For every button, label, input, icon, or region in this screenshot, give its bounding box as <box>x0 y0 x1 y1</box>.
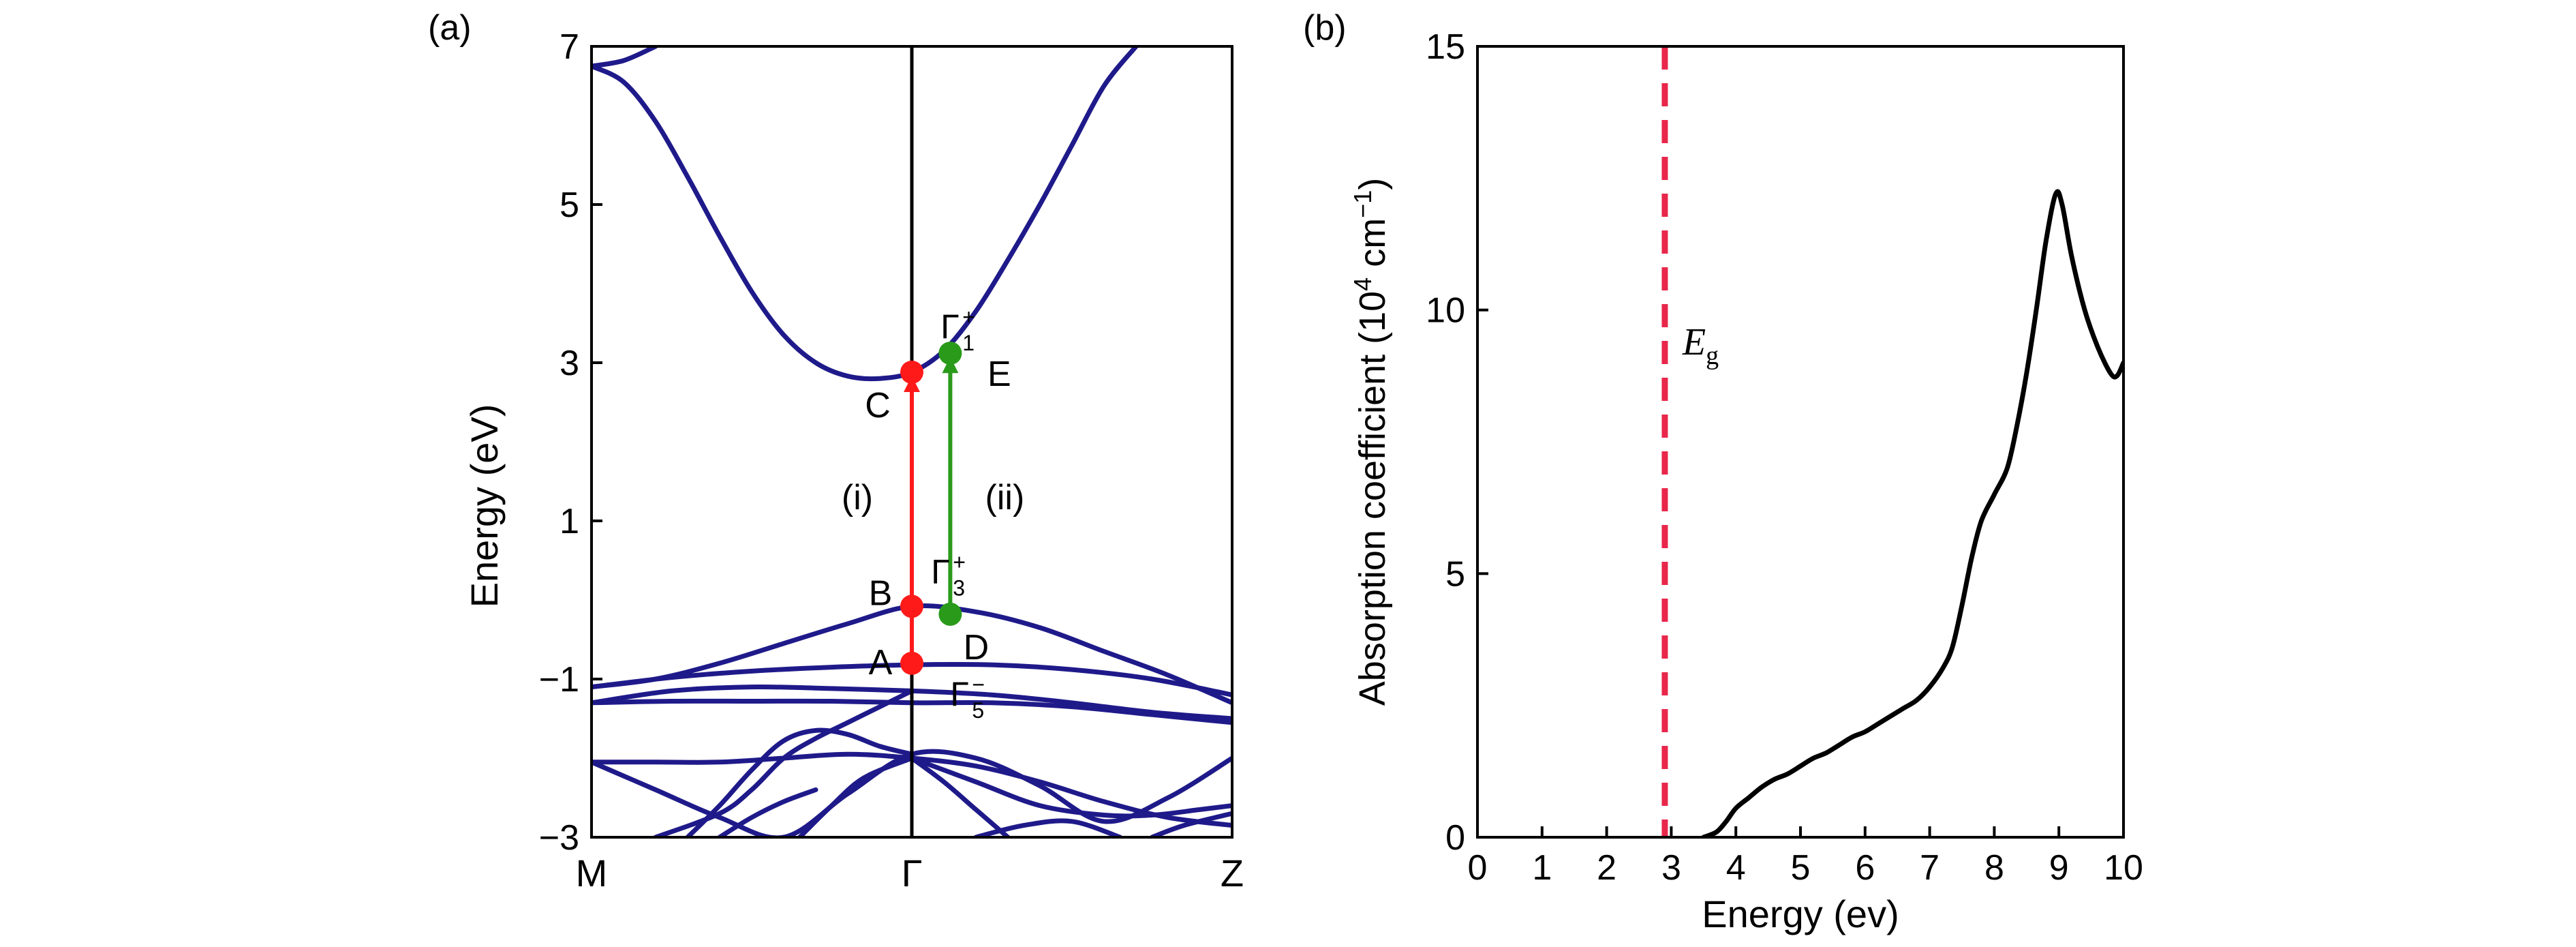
k-point-label-e: E <box>987 355 1011 394</box>
symmetry-sub-2: 5 <box>972 698 984 723</box>
band-line-12 <box>909 755 1011 837</box>
band-line-14 <box>973 818 1122 837</box>
symmetry-sup-1: + <box>953 550 966 574</box>
symmetry-label-0: Γ +1 <box>940 305 975 355</box>
x-tick-label-b-6: 6 <box>1855 848 1875 888</box>
k-point-d <box>938 602 962 626</box>
band-line-0 <box>592 46 1139 382</box>
symmetry-label-1: Γ +3 <box>931 550 966 600</box>
k-point-e <box>938 342 962 365</box>
x-tick-label-a-0: M <box>576 852 608 895</box>
x-tick-label-b-1: 1 <box>1532 848 1552 888</box>
k-point-label-d: D <box>964 628 990 667</box>
x-tick-label-b-5: 5 <box>1791 848 1811 888</box>
band-line-15 <box>1150 811 1232 837</box>
absorption-curve <box>1701 189 2123 837</box>
x-tick-label-b-8: 8 <box>1984 848 2004 888</box>
k-point-a <box>900 651 923 675</box>
y-axis-label-b-unit: cm <box>1352 218 1393 277</box>
k-point-label-a: A <box>869 643 893 682</box>
k-point-label-b: B <box>869 573 893 613</box>
y-tick-label-b-0: 0 <box>1445 818 1465 858</box>
band-line-1 <box>592 46 658 69</box>
symmetry-sup-2: − <box>972 672 985 697</box>
bandgap-label-base: E <box>1682 321 1706 363</box>
band-line-13 <box>909 755 1232 819</box>
y-axis-label-b-main: Absorption coefficient (10 <box>1352 291 1393 706</box>
x-axis-label-b: Energy (ev) <box>1702 892 1899 935</box>
band-line-8 <box>653 688 915 837</box>
absorption-curve-group <box>1701 189 2123 837</box>
symmetry-sub-0: 1 <box>962 331 975 355</box>
y-tick-label-b-3: 15 <box>1426 27 1465 67</box>
band-line-11 <box>797 755 915 837</box>
absorption-panel: (b) Absorption coefficient (104 cm−1) Eg… <box>1303 8 2143 935</box>
y-tick-label-a-1: −1 <box>539 660 579 700</box>
bandgap-marker: Eg <box>1661 46 1719 837</box>
symmetry-base-2: Γ <box>950 675 969 713</box>
y-tick-label-a-5: 7 <box>559 27 579 67</box>
transition-label-1: (ii) <box>985 478 1025 517</box>
x-ticks-b: 0 1 2 3 4 5 6 7 8 9 10 <box>1468 826 2143 888</box>
band-line-9 <box>685 727 915 837</box>
y-ticks-b: 0 5 10 15 <box>1426 27 1488 858</box>
k-point-label-c: C <box>865 386 891 425</box>
y-tick-label-a-2: 1 <box>559 502 579 541</box>
symmetry-labels: Γ +1Γ +3Γ −5 <box>931 305 985 723</box>
y-tick-label-b-1: 5 <box>1445 554 1465 594</box>
x-tick-label-b-7: 7 <box>1920 848 1939 888</box>
panel-label-b: (b) <box>1303 8 1347 48</box>
y-axis-label-b: Absorption coefficient (104 cm−1) <box>1349 178 1393 706</box>
x-tick-label-b-3: 3 <box>1661 848 1681 888</box>
symmetry-base-1: Γ <box>931 552 950 590</box>
y-tick-label-a-0: −3 <box>539 818 579 858</box>
symmetry-sub-1: 3 <box>953 575 965 600</box>
y-axis-label-b-close: ) <box>1352 178 1393 190</box>
y-axis-label-b-unit-sup: −1 <box>1349 190 1377 218</box>
x-tick-label-b-4: 4 <box>1726 848 1746 888</box>
x-tick-label-b-2: 2 <box>1597 848 1616 888</box>
y-axis-label-b-sup: 4 <box>1349 277 1377 291</box>
x-tick-label-a-1: Γ <box>902 852 923 895</box>
y-tick-label-b-2: 10 <box>1426 291 1465 331</box>
y-tick-label-a-4: 5 <box>559 185 579 225</box>
bandgap-label-sub: g <box>1706 342 1719 370</box>
panel-label-a: (a) <box>428 8 472 48</box>
symmetry-base-0: Γ <box>940 307 960 346</box>
x-tick-label-a-2: Z <box>1221 852 1244 895</box>
bandgap-label: Eg <box>1682 321 1719 370</box>
k-point-c <box>900 360 923 384</box>
y-axis-label-a: Energy (eV) <box>463 404 506 608</box>
y-tick-label-a-3: 3 <box>559 344 579 383</box>
transition-arrows: (i) (ii) <box>842 357 1025 663</box>
x-tick-label-b-0: 0 <box>1468 848 1488 888</box>
band-line-10 <box>717 787 818 837</box>
transition-label-0: (i) <box>842 478 873 517</box>
plot-frame-a <box>590 45 1233 839</box>
x-tick-label-b-10: 10 <box>2104 848 2143 888</box>
y-ticks-a: −3 −1 1 3 5 7 <box>539 27 602 858</box>
x-tick-label-b-9: 9 <box>2049 848 2069 888</box>
symmetry-label-2: Γ −5 <box>950 672 985 723</box>
plot-frame-b <box>1476 45 2125 839</box>
k-points: AB C D E <box>865 342 1011 682</box>
symmetry-sup-0: + <box>962 305 975 329</box>
k-point-b <box>900 595 923 618</box>
